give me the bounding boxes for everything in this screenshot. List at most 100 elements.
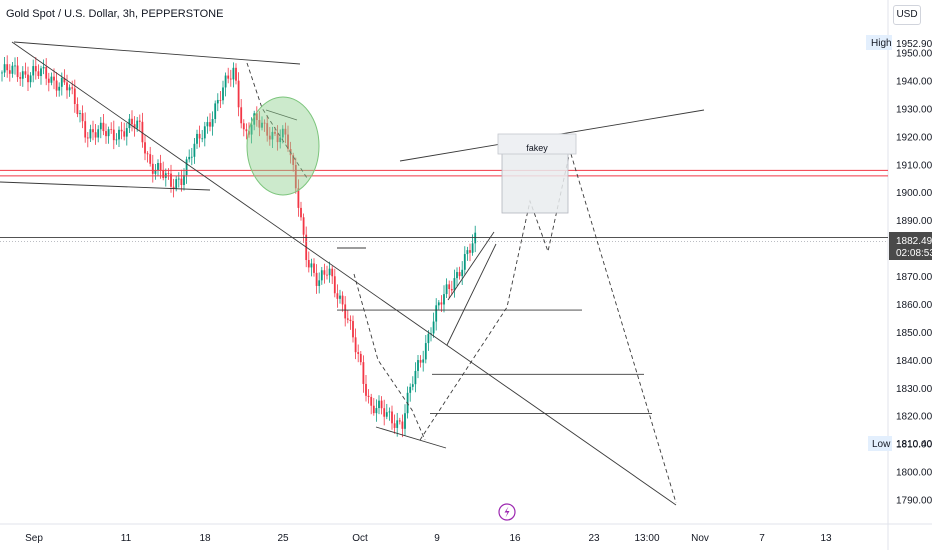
candle-body [344, 304, 347, 319]
time-label: 11 [121, 533, 132, 544]
candle-body [375, 408, 378, 414]
candle-body [398, 420, 401, 422]
candle-body [469, 250, 471, 253]
candle-body [437, 302, 440, 306]
candle-body [362, 362, 365, 384]
candle-body [112, 129, 115, 141]
candle-body [461, 269, 464, 277]
candle-body [300, 207, 302, 218]
candle-body [1, 72, 3, 74]
candle-body [183, 175, 185, 185]
candle-body [216, 99, 219, 104]
candle-body [198, 133, 201, 139]
candle-body [383, 408, 386, 417]
candle-body [380, 400, 383, 409]
candle-body [333, 276, 336, 294]
candle-body [66, 82, 68, 91]
highlight-circle[interactable] [246, 96, 320, 196]
candle-body [365, 383, 367, 396]
projection-dashed-line [246, 62, 308, 179]
candle-body [149, 154, 152, 164]
high-badge [866, 35, 892, 50]
candle-body [235, 67, 237, 81]
candle-body [287, 134, 289, 150]
candle-body [211, 119, 214, 127]
candle-body [328, 268, 331, 276]
candle-body [102, 122, 105, 132]
candle-body [242, 123, 245, 130]
candle-body [219, 99, 222, 101]
candle-body [346, 318, 349, 320]
candle-body [99, 122, 102, 130]
candle-body [29, 75, 32, 83]
time-label: 25 [277, 533, 289, 544]
candle-body [354, 337, 357, 353]
candle-body [453, 278, 456, 291]
time-label: Sep [25, 533, 43, 544]
candle-body [214, 103, 217, 120]
candle-body [323, 270, 326, 275]
candle-body [92, 129, 94, 133]
candle-body [450, 289, 453, 291]
candle-body [250, 124, 253, 135]
high-label: High [871, 38, 892, 49]
trend-line [447, 231, 495, 301]
candle-body [177, 178, 180, 180]
current-price: 1882.49 [896, 236, 932, 247]
candle-body [409, 386, 412, 393]
trend-line [265, 109, 298, 121]
candle-body [357, 352, 360, 354]
candle-body [274, 131, 276, 134]
candle-body [474, 232, 477, 244]
candle-body [97, 129, 100, 138]
candle-body [196, 133, 198, 144]
currency-button[interactable]: USD [893, 5, 921, 25]
candle-body [302, 217, 305, 235]
candle-body [401, 421, 404, 429]
candle-body [313, 263, 315, 273]
candle-body [151, 163, 154, 174]
price-tick-label: 1950.00 [896, 49, 932, 60]
trend-line [13, 41, 301, 65]
candle-body [32, 66, 35, 76]
candle-body [58, 86, 61, 91]
time-label: 16 [509, 533, 521, 544]
candle-body [24, 71, 27, 75]
candle-body [385, 412, 388, 417]
candle-body [258, 120, 261, 128]
candle-body [378, 400, 380, 409]
time-label: Oct [352, 533, 368, 544]
candle-body [136, 120, 139, 129]
candle-body [466, 250, 469, 255]
lightning-event-icon[interactable] [498, 503, 516, 521]
candle-body [245, 129, 248, 132]
candle-body [422, 359, 425, 363]
candle-body [86, 137, 89, 139]
candle-body [21, 71, 24, 79]
candle-body [222, 87, 224, 101]
time-label: Nov [691, 533, 709, 544]
candle-body [81, 113, 84, 122]
trend-drawings-layer [0, 41, 705, 506]
time-axis: Sep 11 18 25 Oct 9 16 23 13:00 Nov 7 13 [25, 533, 832, 544]
price-tick-label: 1860.00 [896, 300, 932, 311]
high-value: 1952.90 [896, 39, 932, 50]
time-label: 23 [588, 533, 600, 544]
trend-line [11, 41, 677, 506]
candle-body [60, 77, 63, 87]
candle-body [162, 170, 165, 178]
low-badge [868, 436, 892, 451]
candle-body [167, 173, 170, 175]
candle-body [79, 113, 81, 115]
time-label: 7 [759, 533, 765, 544]
candle-body [131, 118, 133, 125]
candle-body [120, 129, 123, 132]
candle-body [203, 126, 206, 139]
candle-body [326, 274, 328, 276]
candle-body [349, 319, 352, 322]
candle-body [396, 420, 399, 428]
candle-body [424, 343, 427, 360]
price-tick-label: 1810.00 [896, 440, 932, 451]
candle-body [266, 123, 269, 136]
